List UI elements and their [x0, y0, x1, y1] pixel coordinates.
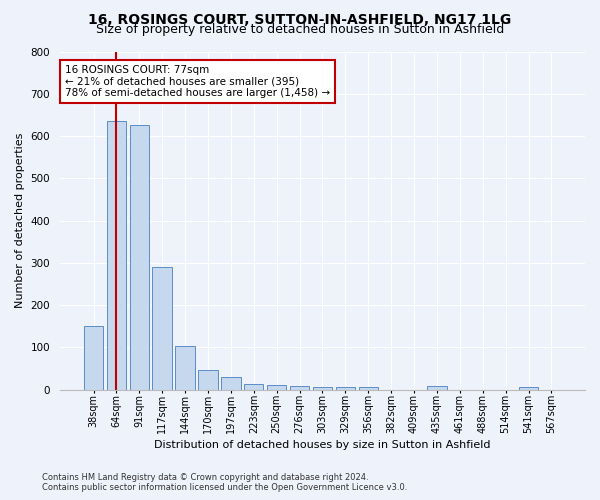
- Bar: [313, 387, 332, 390]
- Bar: [359, 388, 378, 390]
- Text: Contains HM Land Registry data © Crown copyright and database right 2024.
Contai: Contains HM Land Registry data © Crown c…: [42, 473, 407, 492]
- Bar: [267, 386, 286, 390]
- Bar: [130, 126, 149, 390]
- Bar: [335, 388, 355, 390]
- Y-axis label: Number of detached properties: Number of detached properties: [15, 133, 25, 308]
- Bar: [198, 370, 218, 390]
- Bar: [175, 346, 195, 390]
- X-axis label: Distribution of detached houses by size in Sutton in Ashfield: Distribution of detached houses by size …: [154, 440, 491, 450]
- Bar: [107, 121, 126, 390]
- Bar: [244, 384, 263, 390]
- Bar: [290, 386, 309, 390]
- Text: Size of property relative to detached houses in Sutton in Ashfield: Size of property relative to detached ho…: [96, 22, 504, 36]
- Bar: [427, 386, 446, 390]
- Bar: [84, 326, 103, 390]
- Text: 16 ROSINGS COURT: 77sqm
← 21% of detached houses are smaller (395)
78% of semi-d: 16 ROSINGS COURT: 77sqm ← 21% of detache…: [65, 65, 330, 98]
- Text: 16, ROSINGS COURT, SUTTON-IN-ASHFIELD, NG17 1LG: 16, ROSINGS COURT, SUTTON-IN-ASHFIELD, N…: [88, 12, 512, 26]
- Bar: [152, 267, 172, 390]
- Bar: [221, 377, 241, 390]
- Bar: [519, 388, 538, 390]
